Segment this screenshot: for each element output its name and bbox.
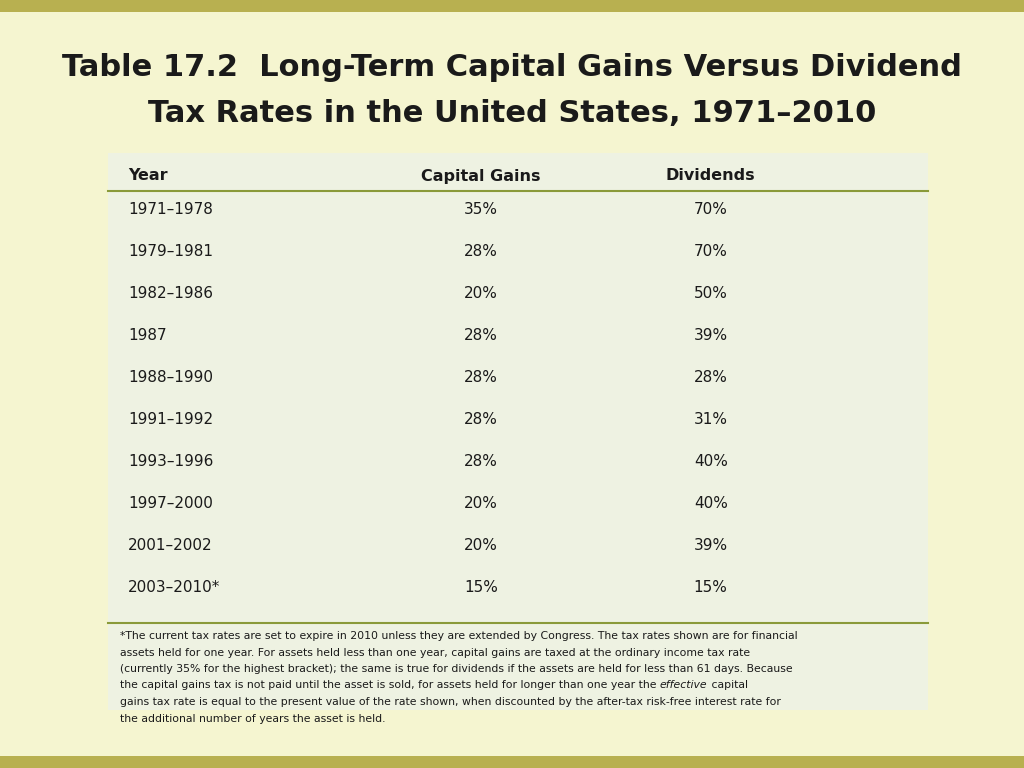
Text: 31%: 31% (693, 412, 728, 428)
Bar (108, 153, 928, 710)
Text: Tax Rates in the United States, 1971–2010: Tax Rates in the United States, 1971–201… (147, 98, 877, 127)
Text: effective: effective (660, 680, 708, 690)
Text: 20%: 20% (464, 496, 498, 511)
Text: 50%: 50% (694, 286, 728, 302)
Text: gains tax rate is equal to the present value of the rate shown, when discounted : gains tax rate is equal to the present v… (120, 697, 781, 707)
Text: 1987: 1987 (128, 329, 167, 343)
Text: 70%: 70% (694, 244, 728, 260)
Text: 40%: 40% (694, 455, 728, 469)
Text: 28%: 28% (464, 370, 498, 386)
Text: 1993–1996: 1993–1996 (128, 455, 213, 469)
Text: Dividends: Dividends (666, 168, 756, 184)
Text: 1988–1990: 1988–1990 (128, 370, 213, 386)
Text: 1979–1981: 1979–1981 (128, 244, 213, 260)
Bar (0, 756, 1024, 768)
Text: 15%: 15% (694, 581, 728, 595)
Text: assets held for one year. For assets held less than one year, capital gains are : assets held for one year. For assets hel… (120, 647, 751, 657)
Text: 28%: 28% (464, 244, 498, 260)
Text: the capital gains tax is not paid until the asset is sold, for assets held for l: the capital gains tax is not paid until … (120, 680, 660, 690)
Text: 28%: 28% (464, 455, 498, 469)
Text: 1991–1992: 1991–1992 (128, 412, 213, 428)
Text: 1997–2000: 1997–2000 (128, 496, 213, 511)
Text: 40%: 40% (694, 496, 728, 511)
Text: the additional number of years the asset is held.: the additional number of years the asset… (120, 713, 385, 723)
Text: 39%: 39% (693, 329, 728, 343)
Text: 70%: 70% (694, 203, 728, 217)
Text: 39%: 39% (693, 538, 728, 554)
Text: 20%: 20% (464, 538, 498, 554)
Text: 28%: 28% (464, 329, 498, 343)
Text: capital: capital (708, 680, 748, 690)
Text: 2001–2002: 2001–2002 (128, 538, 213, 554)
Text: 35%: 35% (464, 203, 498, 217)
Text: Year: Year (128, 168, 168, 184)
Text: 28%: 28% (464, 412, 498, 428)
Text: 2003–2010*: 2003–2010* (128, 581, 220, 595)
Text: (currently 35% for the highest bracket); the same is true for dividends if the a: (currently 35% for the highest bracket);… (120, 664, 793, 674)
Text: Capital Gains: Capital Gains (421, 168, 541, 184)
Text: Table 17.2  Long-Term Capital Gains Versus Dividend: Table 17.2 Long-Term Capital Gains Versu… (62, 54, 962, 82)
Text: 15%: 15% (464, 581, 498, 595)
Bar (0, 0, 1024, 12)
Text: 20%: 20% (464, 286, 498, 302)
Text: 1982–1986: 1982–1986 (128, 286, 213, 302)
Text: 1971–1978: 1971–1978 (128, 203, 213, 217)
Text: *The current tax rates are set to expire in 2010 unless they are extended by Con: *The current tax rates are set to expire… (120, 631, 798, 641)
Text: 28%: 28% (694, 370, 728, 386)
